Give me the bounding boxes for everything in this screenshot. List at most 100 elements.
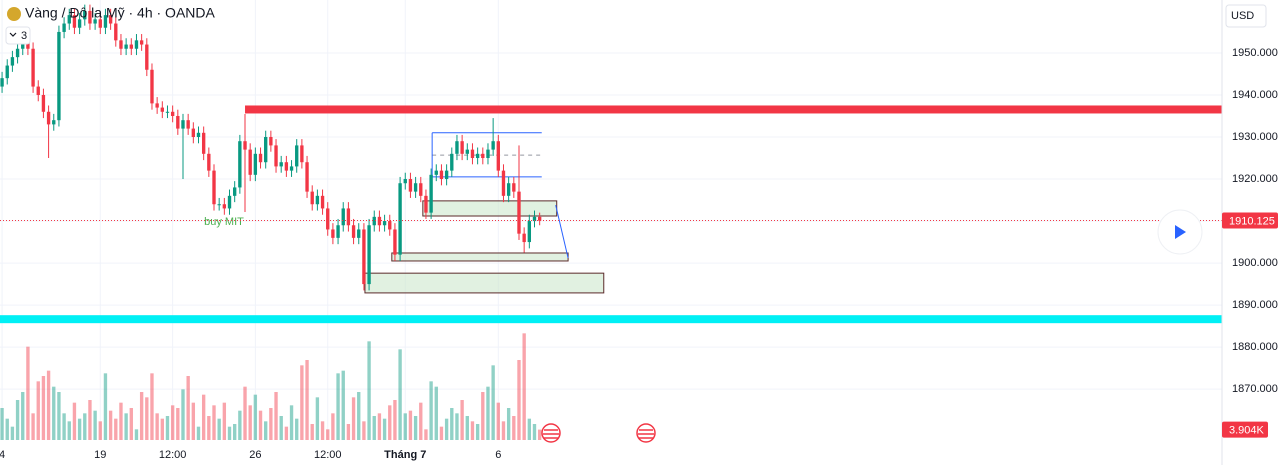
candle-body bbox=[419, 183, 423, 196]
legend-toggle[interactable] bbox=[5, 26, 31, 45]
volume-bar bbox=[150, 373, 154, 440]
candle-body bbox=[284, 162, 289, 171]
candle-body bbox=[413, 183, 418, 192]
candle-body bbox=[145, 44, 149, 70]
x-tick-label: 6 bbox=[495, 449, 501, 461]
volume-bar bbox=[26, 346, 30, 440]
candle-body bbox=[170, 111, 175, 116]
candle-body bbox=[434, 170, 438, 175]
candle-body bbox=[367, 225, 371, 285]
candle-body bbox=[382, 221, 387, 226]
volume-bar bbox=[320, 421, 325, 440]
candle-body bbox=[274, 145, 278, 167]
volume-bar bbox=[176, 408, 180, 440]
event-icon[interactable] bbox=[636, 423, 656, 443]
volume-bar bbox=[393, 400, 397, 440]
volume-bar bbox=[258, 410, 263, 440]
y-tick-label: 1950.000 bbox=[1232, 47, 1278, 59]
y-tick-label: 1920.000 bbox=[1232, 173, 1278, 185]
candle-body bbox=[186, 120, 190, 129]
y-tick-label: 1900.000 bbox=[1232, 257, 1278, 269]
candle-body bbox=[455, 141, 459, 154]
volume-bar bbox=[398, 349, 402, 440]
volume-bar bbox=[279, 416, 283, 440]
candle-body bbox=[0, 78, 4, 87]
candle-layer bbox=[0, 4, 542, 291]
candle-body bbox=[475, 153, 480, 159]
volume-bar bbox=[196, 426, 201, 440]
volume-bar bbox=[217, 418, 221, 440]
volume-bar bbox=[165, 416, 170, 440]
candle-body bbox=[398, 183, 402, 255]
volume-bar bbox=[72, 402, 77, 440]
zone-box bbox=[391, 252, 569, 262]
candle-body bbox=[501, 170, 506, 196]
volume-bar bbox=[377, 413, 382, 440]
x-tick-label: 19 bbox=[94, 449, 106, 461]
candle-body bbox=[300, 145, 304, 163]
volume-bar bbox=[243, 386, 247, 440]
drawing-layer bbox=[0, 105, 1222, 324]
volume-bar bbox=[486, 386, 490, 440]
zone-box bbox=[422, 200, 558, 217]
volume-bar bbox=[501, 421, 506, 440]
candle-body bbox=[320, 195, 325, 209]
candle-body bbox=[139, 40, 144, 45]
candle-body bbox=[212, 170, 216, 205]
x-tick-label: 12:00 bbox=[159, 449, 187, 461]
candle-body bbox=[88, 10, 92, 24]
candle-body bbox=[160, 107, 164, 112]
y-tick-label: 1940.000 bbox=[1232, 89, 1278, 101]
volume-bar bbox=[475, 424, 480, 440]
volume-bar bbox=[527, 418, 532, 440]
event-flag bbox=[541, 423, 561, 443]
volume-bar bbox=[46, 370, 51, 440]
currency-label: USD bbox=[1231, 10, 1254, 22]
volume-bar bbox=[517, 360, 521, 440]
volume-bar bbox=[181, 389, 185, 440]
axis-layer: 1870.0001880.0001890.0001900.0001910.000… bbox=[0, 47, 1278, 461]
volume-bar bbox=[295, 418, 299, 440]
volume-bar bbox=[139, 392, 144, 440]
candle-body bbox=[408, 179, 413, 192]
volume-layer bbox=[0, 333, 542, 440]
volume-bar bbox=[444, 418, 449, 440]
volume-bar bbox=[455, 413, 459, 440]
candle-body bbox=[465, 149, 469, 154]
indicator-count: 3 bbox=[21, 30, 27, 42]
price-level bbox=[245, 105, 1222, 114]
volume-tag bbox=[1222, 421, 1268, 438]
volume-bar bbox=[212, 405, 216, 440]
volume-bar bbox=[300, 365, 304, 440]
volume-bar bbox=[103, 373, 108, 440]
candle-body bbox=[444, 170, 449, 180]
candle-body bbox=[496, 141, 500, 171]
candle-body bbox=[62, 23, 66, 32]
candle-body bbox=[119, 40, 123, 49]
volume-bar bbox=[403, 413, 407, 440]
chevron-icon bbox=[9, 32, 17, 37]
volume-bar bbox=[331, 413, 335, 440]
volume-bar bbox=[155, 413, 159, 440]
volume-bar bbox=[429, 381, 433, 440]
y-tick-label: 1870.000 bbox=[1232, 383, 1278, 395]
volume-bar bbox=[269, 408, 273, 440]
candle-body bbox=[517, 191, 521, 234]
volume-bar bbox=[238, 410, 242, 440]
volume-tag-label: 3.904K bbox=[1229, 424, 1265, 436]
volume-bar bbox=[506, 408, 511, 440]
event-icon[interactable] bbox=[541, 423, 561, 443]
x-tick-label: Tháng 7 bbox=[384, 449, 426, 461]
volume-bar bbox=[491, 365, 495, 440]
volume-bar bbox=[346, 424, 351, 440]
volume-bar bbox=[496, 402, 500, 440]
candle-body bbox=[424, 195, 428, 213]
last-price-tag bbox=[1222, 212, 1278, 229]
candle-body bbox=[269, 137, 273, 146]
candle-body bbox=[108, 15, 113, 24]
volume-bar bbox=[439, 426, 444, 440]
candle-body bbox=[196, 132, 201, 138]
currency-button[interactable] bbox=[1225, 4, 1267, 28]
volume-bar bbox=[201, 394, 206, 440]
candle-body bbox=[217, 204, 221, 206]
